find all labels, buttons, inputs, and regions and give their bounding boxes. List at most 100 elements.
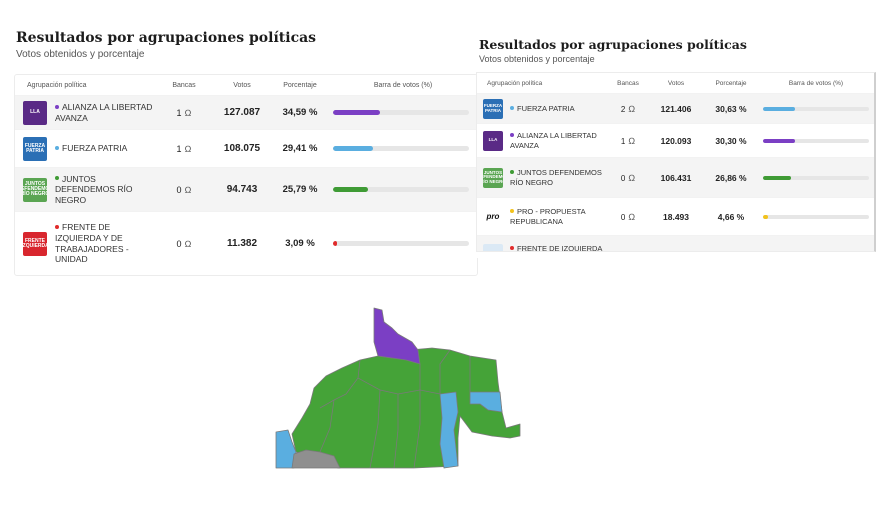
party-color-dot xyxy=(55,176,59,181)
header-porcentaje[interactable]: Porcentaje xyxy=(283,81,317,89)
table-body: LLA ALIANZA LA LIBERTAD AVANZA 1 Ω 127.087 34… xyxy=(15,95,477,275)
party-name-text: ALIANZA LA LIBERTAD AVANZA xyxy=(55,101,153,123)
porcentaje-cell: 26,86 % xyxy=(715,172,747,183)
party-logo-icon: JUNTOS DEFENDEMOS RÍO NEGRO xyxy=(483,167,503,188)
porcentaje-cell: 34,59 % xyxy=(282,107,318,118)
header-votos[interactable]: Votos xyxy=(233,81,251,89)
vote-bar-fill xyxy=(333,146,373,151)
vote-bar-cell xyxy=(759,175,873,180)
vote-bar-cell xyxy=(759,138,873,143)
party-cell: FRENTE IZQUIERDA FRENTE DE IZQUIERDA Y DE… xyxy=(15,222,155,265)
person-icon: Ω xyxy=(184,107,192,118)
header-bancas[interactable]: Bancas xyxy=(172,81,196,89)
vote-bar-fill xyxy=(763,106,796,111)
table-row[interactable]: JUNTOS DEFENDEMOS RÍO NEGRO JUNTOS DEFEND… xyxy=(15,167,477,211)
map-region-blue-west xyxy=(275,429,297,469)
party-color-dot xyxy=(510,209,514,214)
bancas-value: 0 xyxy=(620,212,626,222)
party-name-text: JUNTOS DEFENDEMOS RÍO NEGRO xyxy=(510,168,602,187)
table-row[interactable]: pro PRO - PROPUESTA REPUBLICANA 0 Ω 18.493 4,… xyxy=(477,197,874,235)
map-region-blue-east xyxy=(469,391,503,413)
party-name-text: ALIANZA LA LIBERTAD AVANZA xyxy=(510,131,597,150)
bancas-value: 0 xyxy=(176,238,182,249)
table-body: FUERZA PATRIA FUERZA PATRIA 2 Ω 121.406 30,63… xyxy=(477,93,874,252)
table-row[interactable]: FRENTE DE IZQUIERDA Y DE xyxy=(477,235,874,252)
votos-cell: 18.493 xyxy=(663,211,689,222)
results-table[interactable]: Agrupación política Bancas Votos Porcent… xyxy=(476,72,876,252)
header-barra[interactable]: Barra de votos (%) xyxy=(788,79,844,87)
porcentaje-cell: 29,41 % xyxy=(282,143,318,154)
party-name-text: FRENTE DE IZQUIERDA Y DE xyxy=(517,244,603,252)
vote-bar-fill xyxy=(763,138,796,143)
person-icon: Ω xyxy=(184,238,192,249)
party-color-dot xyxy=(510,170,514,175)
table-row[interactable]: LLA ALIANZA LA LIBERTAD AVANZA 1 Ω 120.093 30… xyxy=(477,123,874,157)
header-bancas[interactable]: Bancas xyxy=(617,79,639,87)
party-logo-icon xyxy=(483,243,503,251)
province-map xyxy=(275,307,521,469)
header-votos[interactable]: Votos xyxy=(667,79,685,87)
table-row[interactable]: FRENTE IZQUIERDA FRENTE DE IZQUIERDA Y DE… xyxy=(15,211,477,275)
header-porcentaje[interactable]: Porcentaje xyxy=(715,79,747,87)
panel-title: Resultados por agrupaciones políticas xyxy=(479,37,747,52)
porcentaje-cell: 3,09 % xyxy=(285,238,315,249)
panel-subtitle: Votos obtenidos y porcentaje xyxy=(479,54,595,64)
vote-bar-fill xyxy=(763,214,768,219)
party-logo-icon: pro xyxy=(486,211,500,221)
header-barra[interactable]: Barra de votos (%) xyxy=(373,81,433,89)
party-logo-icon: FUERZA PATRIA xyxy=(23,136,47,161)
party-cell: FUERZA PATRIA FUERZA PATRIA xyxy=(15,136,155,161)
vote-bar-fill xyxy=(333,110,381,115)
vote-bar-track xyxy=(763,106,869,111)
party-name: FUERZA PATRIA xyxy=(510,104,575,113)
party-color-dot xyxy=(510,246,514,251)
person-icon: Ω xyxy=(184,143,192,154)
table-row[interactable]: LLA ALIANZA LA LIBERTAD AVANZA 1 Ω 127.087 34… xyxy=(15,95,477,129)
party-cell: JUNTOS DEFENDEMOS RÍO NEGRO JUNTOS DEFEND… xyxy=(15,174,155,206)
vote-bar-fill xyxy=(333,241,338,246)
table-row[interactable]: JUNTOS DEFENDEMOS RÍO NEGRO JUNTOS DEFEND… xyxy=(477,157,874,197)
vote-bar-track xyxy=(333,146,469,151)
party-cell: FUERZA PATRIA FUERZA PATRIA xyxy=(477,98,607,119)
header-agrupacion[interactable]: Agrupación política xyxy=(487,79,543,87)
panel-title: Resultados por agrupaciones políticas xyxy=(16,30,317,46)
vote-bar-cell xyxy=(329,241,477,246)
party-logo-icon: LLA xyxy=(483,130,503,151)
person-icon: Ω xyxy=(184,184,192,195)
party-name: FUERZA PATRIA xyxy=(55,143,127,154)
bancas-value: 1 xyxy=(620,136,626,146)
party-name: ALIANZA LA LIBERTAD AVANZA xyxy=(510,131,607,150)
vote-bar-cell xyxy=(759,214,873,219)
vote-bar-cell xyxy=(759,106,873,111)
vote-bar-fill xyxy=(763,175,792,180)
table-header: Agrupación política Bancas Votos Porcent… xyxy=(477,73,874,93)
results-table: Agrupación política Bancas Votos Porcent… xyxy=(14,74,478,276)
party-name: JUNTOS DEFENDEMOS RÍO NEGRO xyxy=(510,168,607,187)
votos-cell: 11.382 xyxy=(226,238,258,249)
party-name: JUNTOS DEFENDEMOS RÍO NEGRO xyxy=(55,174,155,206)
party-cell: JUNTOS DEFENDEMOS RÍO NEGRO JUNTOS DEFEND… xyxy=(477,167,607,188)
votos-cell: 127.087 xyxy=(223,107,261,118)
table-row[interactable]: FUERZA PATRIA FUERZA PATRIA 1 Ω 108.075 29,41… xyxy=(15,129,477,167)
party-logo-icon: FRENTE IZQUIERDA xyxy=(23,231,47,256)
porcentaje-cell: 4,66 % xyxy=(717,211,745,222)
vote-bar-track xyxy=(333,241,469,246)
porcentaje-cell: 30,63 % xyxy=(715,103,747,114)
party-color-dot xyxy=(55,104,59,109)
votos-cell: 108.075 xyxy=(223,143,261,154)
vote-bar-fill xyxy=(333,187,369,192)
results-panel-left: Resultados por agrupaciones políticas Vo… xyxy=(14,30,478,288)
person-icon: Ω xyxy=(628,135,636,146)
party-name-text: FUERZA PATRIA xyxy=(517,103,575,113)
table-row[interactable]: FUERZA PATRIA FUERZA PATRIA 2 Ω 121.406 30,63… xyxy=(477,93,874,123)
votos-cell: 120.093 xyxy=(660,135,692,146)
bancas-value: 0 xyxy=(620,173,626,183)
vote-bar-cell xyxy=(329,187,477,192)
bancas-value: 2 xyxy=(620,104,626,114)
party-name-text: PRO - PROPUESTA REPUBLICANA xyxy=(510,207,586,226)
header-agrupacion[interactable]: Agrupación política xyxy=(27,81,87,89)
